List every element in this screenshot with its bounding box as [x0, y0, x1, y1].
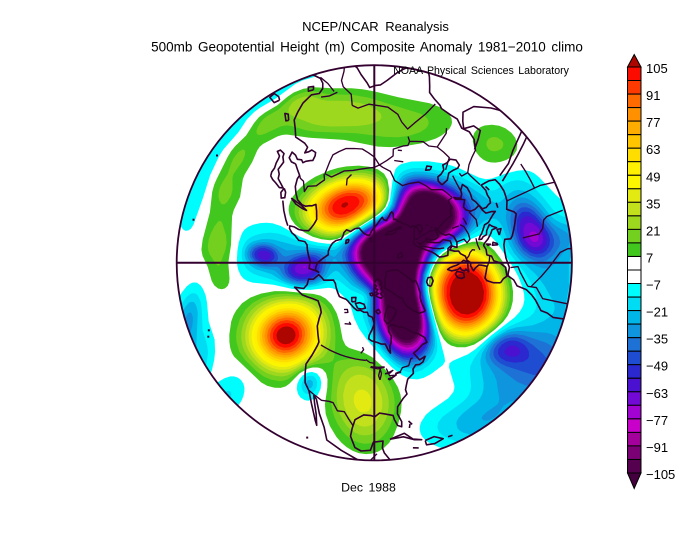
svg-text:−7: −7: [646, 278, 661, 293]
svg-text:49: 49: [646, 169, 660, 184]
svg-text:21: 21: [646, 223, 660, 238]
svg-text:−21: −21: [646, 305, 668, 320]
svg-text:−63: −63: [646, 386, 668, 401]
svg-text:35: 35: [646, 196, 660, 211]
svg-text:Dec 1988: Dec 1988: [341, 481, 396, 495]
svg-text:63: 63: [646, 142, 660, 157]
svg-text:−91: −91: [646, 440, 668, 455]
svg-text:500mb Geopotential Height (m): 500mb Geopotential Height (m) Composite …: [151, 40, 583, 55]
svg-text:−35: −35: [646, 332, 668, 347]
svg-text:7: 7: [646, 251, 653, 266]
svg-text:−49: −49: [646, 359, 668, 374]
svg-text:−105: −105: [646, 467, 675, 482]
svg-text:91: 91: [646, 88, 660, 103]
svg-text:105: 105: [646, 61, 668, 76]
svg-text:NOAA Physical Sciences Laborat: NOAA Physical Sciences Laboratory: [393, 65, 570, 77]
svg-text:NCEP/NCAR Reanalysis: NCEP/NCAR Reanalysis: [302, 19, 449, 34]
svg-text:−77: −77: [646, 413, 668, 428]
svg-text:77: 77: [646, 115, 660, 130]
